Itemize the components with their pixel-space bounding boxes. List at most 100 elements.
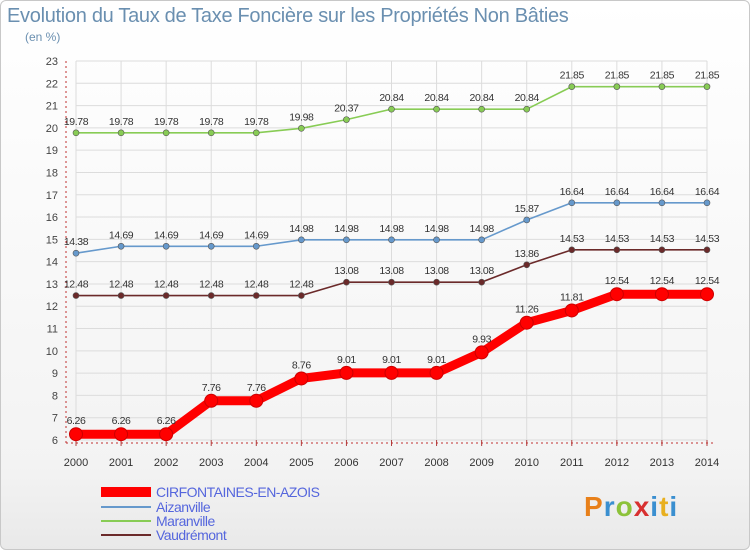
data-point [613, 199, 621, 207]
data-point [117, 129, 125, 137]
data-point [433, 236, 440, 244]
data-point [159, 427, 174, 442]
x-tick-label: 2013 [650, 457, 674, 469]
x-tick-label: 2006 [334, 457, 358, 469]
data-label: 13.86 [515, 248, 540, 260]
data-point [519, 315, 534, 330]
x-tick-label: 2009 [469, 457, 493, 469]
data-point [703, 83, 711, 90]
y-tick-label: 22 [46, 78, 58, 90]
data-label: 14.38 [64, 236, 89, 248]
x-tick-label: 2000 [64, 457, 88, 469]
proxiti-logo: Proxiti [584, 491, 679, 522]
data-label: 14.69 [109, 229, 134, 241]
data-label: 11.81 [560, 291, 584, 303]
data-label: 8.76 [292, 359, 311, 371]
data-label: 16.64 [650, 186, 675, 198]
data-point [658, 246, 666, 254]
x-tick-label: 2007 [379, 457, 403, 469]
data-point [433, 105, 440, 113]
data-point [474, 345, 489, 360]
y-tick-label: 8 [52, 390, 58, 402]
data-point [703, 199, 711, 207]
data-label: 6.26 [67, 415, 86, 427]
data-point [703, 246, 711, 254]
data-label: 21.85 [650, 70, 675, 82]
data-label: 12.54 [695, 275, 720, 287]
data-point [207, 242, 215, 250]
data-point [298, 125, 305, 132]
data-point [429, 365, 444, 380]
data-point [72, 129, 80, 137]
data-point [523, 216, 531, 224]
data-point [343, 116, 350, 123]
data-label: 20.84 [379, 92, 404, 104]
data-label: 14.69 [154, 229, 179, 241]
x-tick-label: 2008 [424, 457, 448, 469]
data-label: 16.64 [695, 186, 720, 198]
data-point [294, 371, 309, 386]
data-point [72, 249, 80, 257]
legend-label: CIRFONTAINES-EN-AZOIS [156, 484, 320, 500]
data-label: 14.69 [199, 229, 224, 241]
data-point [568, 83, 576, 90]
data-label: 12.48 [199, 279, 224, 291]
y-tick-label: 14 [46, 257, 58, 269]
data-point [700, 287, 714, 302]
data-point [523, 105, 531, 113]
data-label: 14.53 [605, 233, 630, 245]
data-point [478, 236, 485, 244]
data-label: 19.78 [109, 116, 134, 128]
data-point [117, 292, 125, 299]
data-point [339, 365, 354, 380]
data-label: 12.48 [109, 279, 134, 291]
data-label: 11.26 [515, 304, 539, 316]
data-point [207, 292, 215, 299]
x-tick-label: 2005 [289, 457, 313, 469]
data-point [343, 236, 350, 244]
data-point [654, 287, 669, 302]
y-tick-label: 7 [52, 413, 58, 425]
data-point [249, 393, 264, 408]
data-point [298, 236, 305, 244]
data-point [609, 287, 624, 302]
data-label: 19.78 [154, 116, 179, 128]
y-tick-label: 19 [46, 145, 58, 157]
data-label: 20.84 [515, 92, 540, 104]
data-label: 12.48 [289, 279, 314, 291]
data-label: 14.98 [379, 223, 404, 235]
x-tick-label: 2012 [605, 457, 629, 469]
y-tick-label: 10 [46, 346, 58, 358]
y-tick-label: 18 [46, 167, 58, 179]
data-point [298, 292, 305, 299]
y-tick-label: 15 [46, 234, 58, 246]
data-label: 19.78 [199, 116, 224, 128]
data-label: 9.01 [427, 354, 446, 366]
data-label: 21.85 [560, 70, 585, 82]
y-tick-label: 11 [47, 324, 58, 336]
data-label: 7.76 [202, 382, 221, 394]
data-label: 19.78 [244, 116, 269, 128]
data-point [252, 129, 260, 137]
data-point [72, 292, 80, 299]
y-tick-label: 13 [46, 279, 58, 291]
data-label: 20.84 [470, 92, 495, 104]
y-tick-label: 17 [46, 190, 58, 202]
data-point [433, 278, 440, 286]
data-label: 12.48 [64, 279, 89, 291]
data-point [204, 393, 219, 408]
legend-label: Aizanville [156, 499, 211, 515]
data-point [162, 129, 170, 137]
data-point [162, 242, 170, 250]
data-point [162, 292, 170, 299]
x-tick-label: 2014 [695, 457, 719, 469]
legend-label: Maranville [156, 513, 216, 529]
data-label: 12.48 [244, 279, 269, 291]
data-label: 14.69 [244, 229, 269, 241]
y-tick-label: 23 [46, 56, 58, 68]
data-label: 19.98 [289, 111, 314, 123]
data-label: 16.64 [560, 186, 585, 198]
legend-label: Vaudrémont [156, 527, 227, 543]
data-point [252, 292, 260, 299]
data-label: 14.53 [695, 233, 720, 245]
